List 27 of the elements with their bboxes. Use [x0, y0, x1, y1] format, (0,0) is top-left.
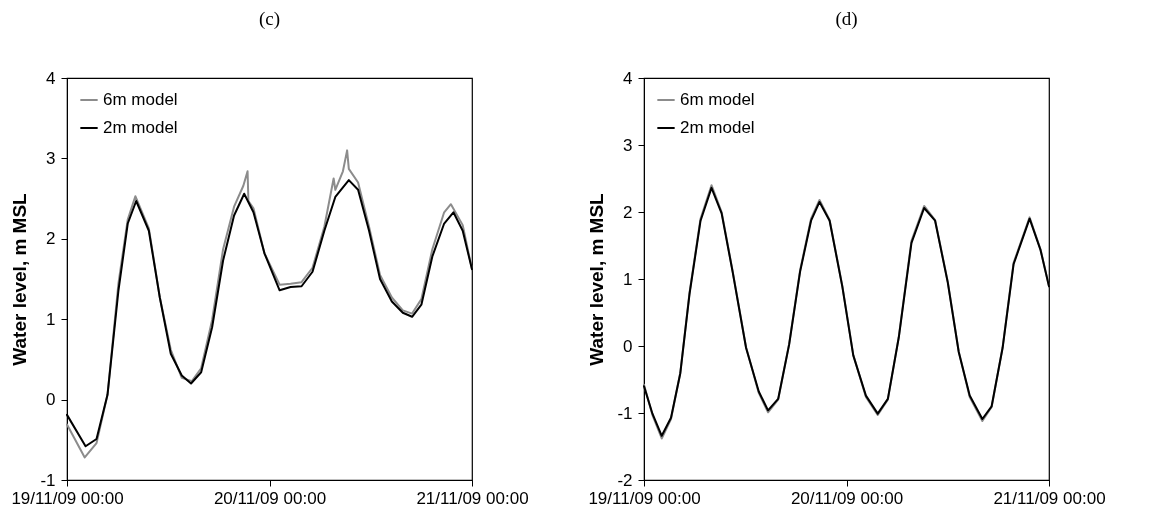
- y-tick-label: 2: [623, 202, 633, 222]
- y-tick-label: 4: [46, 68, 56, 88]
- y-tick-label: 1: [623, 269, 633, 289]
- y-tick-label: 3: [46, 148, 56, 168]
- legend-label: 2m model: [680, 118, 755, 137]
- y-tick-label: -1: [617, 403, 633, 423]
- x-tick-label: 20/11/09 00:00: [213, 488, 327, 508]
- legend-label: 2m model: [103, 118, 178, 137]
- x-tick-label: 19/11/09 00:00: [11, 488, 124, 508]
- chart-title: (c): [258, 8, 281, 30]
- y-tick-label: 3: [623, 135, 633, 155]
- x-tick-label: 19/11/09 00:00: [588, 488, 701, 508]
- y-tick-label: 2: [46, 229, 56, 249]
- y-axis-title: Water level, m MSL: [586, 192, 608, 366]
- legend-label: 6m model: [103, 90, 178, 109]
- x-tick-label: 21/11/09 00:00: [993, 488, 1106, 508]
- legend-label: 6m model: [680, 90, 755, 109]
- y-axis-title: Water level, m MSL: [9, 192, 31, 366]
- y-tick-label: 1: [46, 309, 56, 329]
- y-tick-label: 0: [46, 390, 56, 410]
- y-tick-label: 4: [623, 68, 633, 88]
- y-tick-label: -2: [617, 470, 633, 490]
- y-tick-label: 0: [623, 336, 633, 356]
- y-tick-label: -1: [40, 470, 56, 490]
- chart-title: (d): [835, 8, 858, 30]
- x-tick-label: 21/11/09 00:00: [416, 488, 529, 508]
- x-tick-label: 20/11/09 00:00: [790, 488, 904, 508]
